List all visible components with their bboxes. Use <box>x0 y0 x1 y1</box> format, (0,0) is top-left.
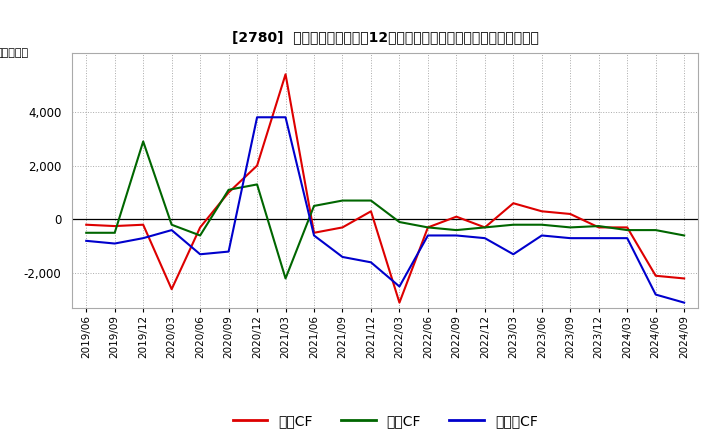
投資CF <box>310 203 318 209</box>
営業CF <box>253 163 261 168</box>
営業CF <box>509 201 518 206</box>
営業CF <box>452 214 461 219</box>
フリーCF <box>680 300 688 305</box>
Y-axis label: （百万円）: （百万円） <box>0 48 28 58</box>
営業CF <box>310 230 318 235</box>
営業CF <box>623 225 631 230</box>
営業CF <box>82 222 91 227</box>
投資CF <box>595 224 603 229</box>
Line: 営業CF: 営業CF <box>86 74 684 303</box>
営業CF <box>423 225 432 230</box>
営業CF <box>225 190 233 195</box>
投資CF <box>82 230 91 235</box>
投資CF <box>652 227 660 233</box>
フリーCF <box>196 252 204 257</box>
フリーCF <box>366 260 375 265</box>
投資CF <box>680 233 688 238</box>
投資CF <box>110 230 119 235</box>
フリーCF <box>423 233 432 238</box>
フリーCF <box>395 284 404 289</box>
フリーCF <box>253 115 261 120</box>
営業CF <box>595 225 603 230</box>
営業CF <box>196 225 204 230</box>
投資CF <box>225 187 233 192</box>
投資CF <box>139 139 148 144</box>
投資CF <box>282 276 290 281</box>
Line: 投資CF: 投資CF <box>86 141 684 279</box>
フリーCF <box>338 254 347 260</box>
営業CF <box>680 276 688 281</box>
フリーCF <box>139 235 148 241</box>
フリーCF <box>167 227 176 233</box>
投資CF <box>537 222 546 227</box>
投資CF <box>480 225 489 230</box>
投資CF <box>623 227 631 233</box>
フリーCF <box>623 235 631 241</box>
フリーCF <box>595 235 603 241</box>
フリーCF <box>282 115 290 120</box>
投資CF <box>423 225 432 230</box>
営業CF <box>139 222 148 227</box>
投資CF <box>395 220 404 225</box>
投資CF <box>253 182 261 187</box>
フリーCF <box>509 252 518 257</box>
フリーCF <box>537 233 546 238</box>
Line: フリーCF: フリーCF <box>86 117 684 303</box>
フリーCF <box>310 233 318 238</box>
営業CF <box>480 225 489 230</box>
営業CF <box>110 224 119 229</box>
フリーCF <box>652 292 660 297</box>
フリーCF <box>480 235 489 241</box>
営業CF <box>537 209 546 214</box>
Title: [2780]  キャッシュフローの12か月移動合計の対前年同期増減額の推移: [2780] キャッシュフローの12か月移動合計の対前年同期増減額の推移 <box>232 31 539 45</box>
営業CF <box>338 225 347 230</box>
Legend: 営業CF, 投資CF, フリーCF: 営業CF, 投資CF, フリーCF <box>228 409 543 434</box>
フリーCF <box>452 233 461 238</box>
投資CF <box>509 222 518 227</box>
投資CF <box>167 222 176 227</box>
営業CF <box>566 211 575 216</box>
フリーCF <box>82 238 91 243</box>
営業CF <box>395 300 404 305</box>
フリーCF <box>225 249 233 254</box>
営業CF <box>652 273 660 279</box>
営業CF <box>366 209 375 214</box>
フリーCF <box>110 241 119 246</box>
フリーCF <box>566 235 575 241</box>
営業CF <box>167 286 176 292</box>
投資CF <box>366 198 375 203</box>
投資CF <box>566 225 575 230</box>
投資CF <box>196 233 204 238</box>
投資CF <box>452 227 461 233</box>
投資CF <box>338 198 347 203</box>
営業CF <box>282 72 290 77</box>
